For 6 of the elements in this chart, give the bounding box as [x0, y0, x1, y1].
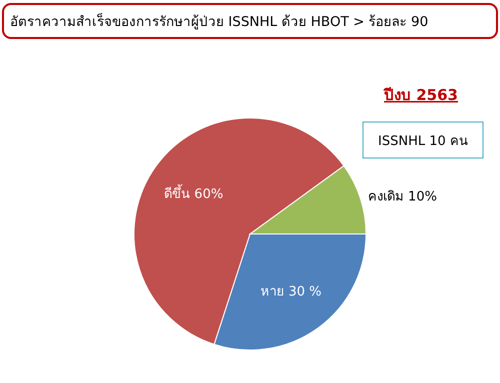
- slice-label: คงเดิม 10%: [368, 190, 437, 205]
- slice-label: ดีขึ้น 60%: [164, 184, 224, 202]
- slice-label: หาย 30 %: [260, 284, 322, 300]
- chart-title: อัตราความสำเร็จของการรักษาผู้ป่วย ISSNHL ด้วย HBOT > ร้อยละ 90: [10, 12, 428, 30]
- text: ISSNHL 10 คน: [378, 134, 468, 149]
- chart-subtitle: ปีงบ 2563: [383, 86, 458, 104]
